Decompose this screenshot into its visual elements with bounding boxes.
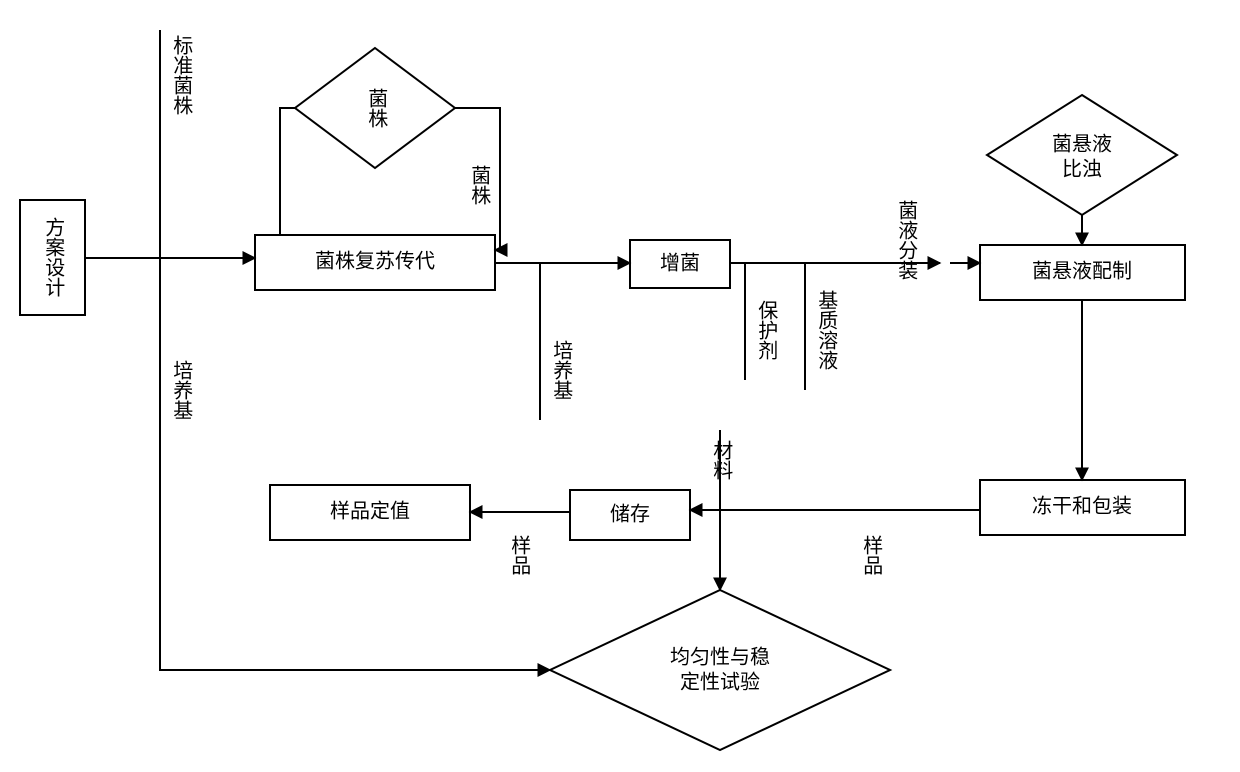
node-enrich-label: 增菌 bbox=[660, 251, 700, 274]
label-std-strain: 标准菌株 bbox=[170, 35, 193, 115]
label-matrix: 基质溶液 bbox=[815, 290, 838, 370]
label-sample1: 样品 bbox=[860, 535, 883, 575]
node-store-label: 储存 bbox=[610, 502, 650, 525]
node-uniformity-line2: 定性试验 bbox=[680, 670, 760, 693]
node-revive-label: 菌株复苏传代 bbox=[315, 249, 435, 272]
node-turbidity-line1: 菌悬液 bbox=[1052, 132, 1112, 155]
node-prepare-label: 菌悬液配制 bbox=[1032, 259, 1132, 282]
node-freeze-label: 冻干和包装 bbox=[1032, 494, 1132, 517]
node-uniformity bbox=[550, 590, 890, 750]
label-sample2: 样品 bbox=[508, 535, 531, 575]
node-value-label: 样品定值 bbox=[330, 499, 410, 522]
label-protect: 保护剂 bbox=[755, 300, 778, 360]
label-medium1: 培养基 bbox=[170, 360, 193, 420]
label-medium2: 培养基 bbox=[550, 340, 573, 400]
edge-n3-n2-up bbox=[280, 108, 295, 235]
node-turbidity-line2: 比浊 bbox=[1062, 157, 1102, 180]
label-strain-return: 菌株 bbox=[468, 165, 491, 205]
node-strain-label: 菌株 bbox=[365, 88, 388, 128]
node-design-label: 方案设计 bbox=[42, 217, 65, 297]
label-dispense: 菌液分装 bbox=[895, 200, 918, 280]
node-uniformity-line1: 均匀性与稳 bbox=[670, 645, 770, 668]
edge-medium-tick bbox=[160, 258, 550, 670]
label-material: 材料 bbox=[710, 440, 733, 480]
